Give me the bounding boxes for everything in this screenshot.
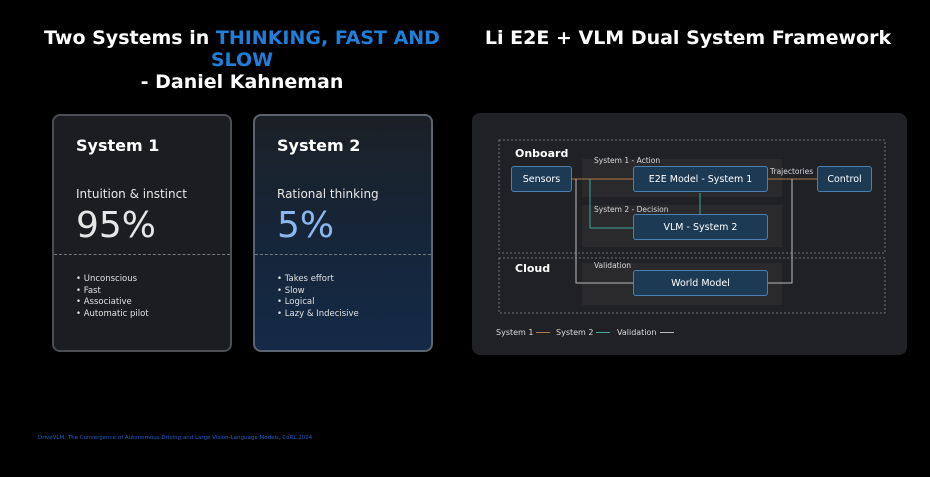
card-percent: 95% <box>76 205 157 246</box>
bullet-item: Associative <box>76 297 149 309</box>
e2e-model-node: E2E Model - System 1 <box>633 166 768 192</box>
legend-label: Validation <box>617 328 657 337</box>
decision-label: System 2 - Decision <box>594 205 669 214</box>
left-title-highlight: THINKING, FAST AND SLOW <box>210 27 440 71</box>
legend-system2: System 2 <box>556 328 611 337</box>
bullet-item: Lazy & Indecisive <box>277 309 359 321</box>
sensors-node: Sensors <box>511 166 572 192</box>
legend-system1: System 1 <box>496 328 551 337</box>
validation-label: Validation <box>594 261 632 270</box>
card-title: System 2 <box>277 136 361 155</box>
framework-diagram: Onboard Cloud System 1 - Action System 2… <box>472 113 907 355</box>
left-title: Two Systems in THINKING, FAST AND SLOW -… <box>20 27 464 93</box>
legend-label: System 1 <box>496 328 534 337</box>
legend-swatch <box>536 332 551 333</box>
bullet-item: Unconscious <box>76 274 149 286</box>
onboard-zone <box>498 139 886 254</box>
card-divider <box>54 254 230 255</box>
bullet-item: Automatic pilot <box>76 309 149 321</box>
vlm-node: VLM - System 2 <box>633 214 768 240</box>
cloud-zone <box>498 257 886 314</box>
card-title: System 1 <box>76 136 160 155</box>
card-bullets: Unconscious Fast Associative Automatic p… <box>76 274 149 320</box>
card-subtitle: Intuition & instinct <box>76 187 187 201</box>
trajectories-label: Trajectories <box>770 167 814 176</box>
card-bullets: Takes effort Slow Logical Lazy & Indecis… <box>277 274 359 320</box>
footnote-citation: DriveVLM: The Convergence of Autonomous … <box>38 435 313 441</box>
card-subtitle: Rational thinking <box>277 187 379 201</box>
bullet-item: Fast <box>76 286 149 298</box>
system2-card: System 2 Rational thinking 5% Takes effo… <box>253 114 433 352</box>
legend-swatch <box>596 332 611 333</box>
left-title-author: - Daniel Kahneman <box>140 71 344 93</box>
system1-card: System 1 Intuition & instinct 95% Uncons… <box>52 114 232 352</box>
onboard-label: Onboard <box>515 147 569 160</box>
legend-label: System 2 <box>556 328 594 337</box>
validation-path <box>575 179 793 284</box>
bullet-item: Slow <box>277 286 359 298</box>
right-title: Li E2E + VLM Dual System Framework <box>484 27 892 49</box>
legend-swatch <box>659 332 674 333</box>
system2-path <box>589 179 701 229</box>
world-model-node: World Model <box>633 270 768 296</box>
legend-validation: Validation <box>617 328 674 337</box>
left-title-prefix: Two Systems in <box>44 27 216 49</box>
card-divider <box>255 254 431 255</box>
cloud-label: Cloud <box>515 262 551 275</box>
action-label: System 1 - Action <box>594 156 661 165</box>
control-node: Control <box>817 166 872 192</box>
card-percent: 5% <box>277 205 335 246</box>
bullet-item: Logical <box>277 297 359 309</box>
bullet-item: Takes effort <box>277 274 359 286</box>
